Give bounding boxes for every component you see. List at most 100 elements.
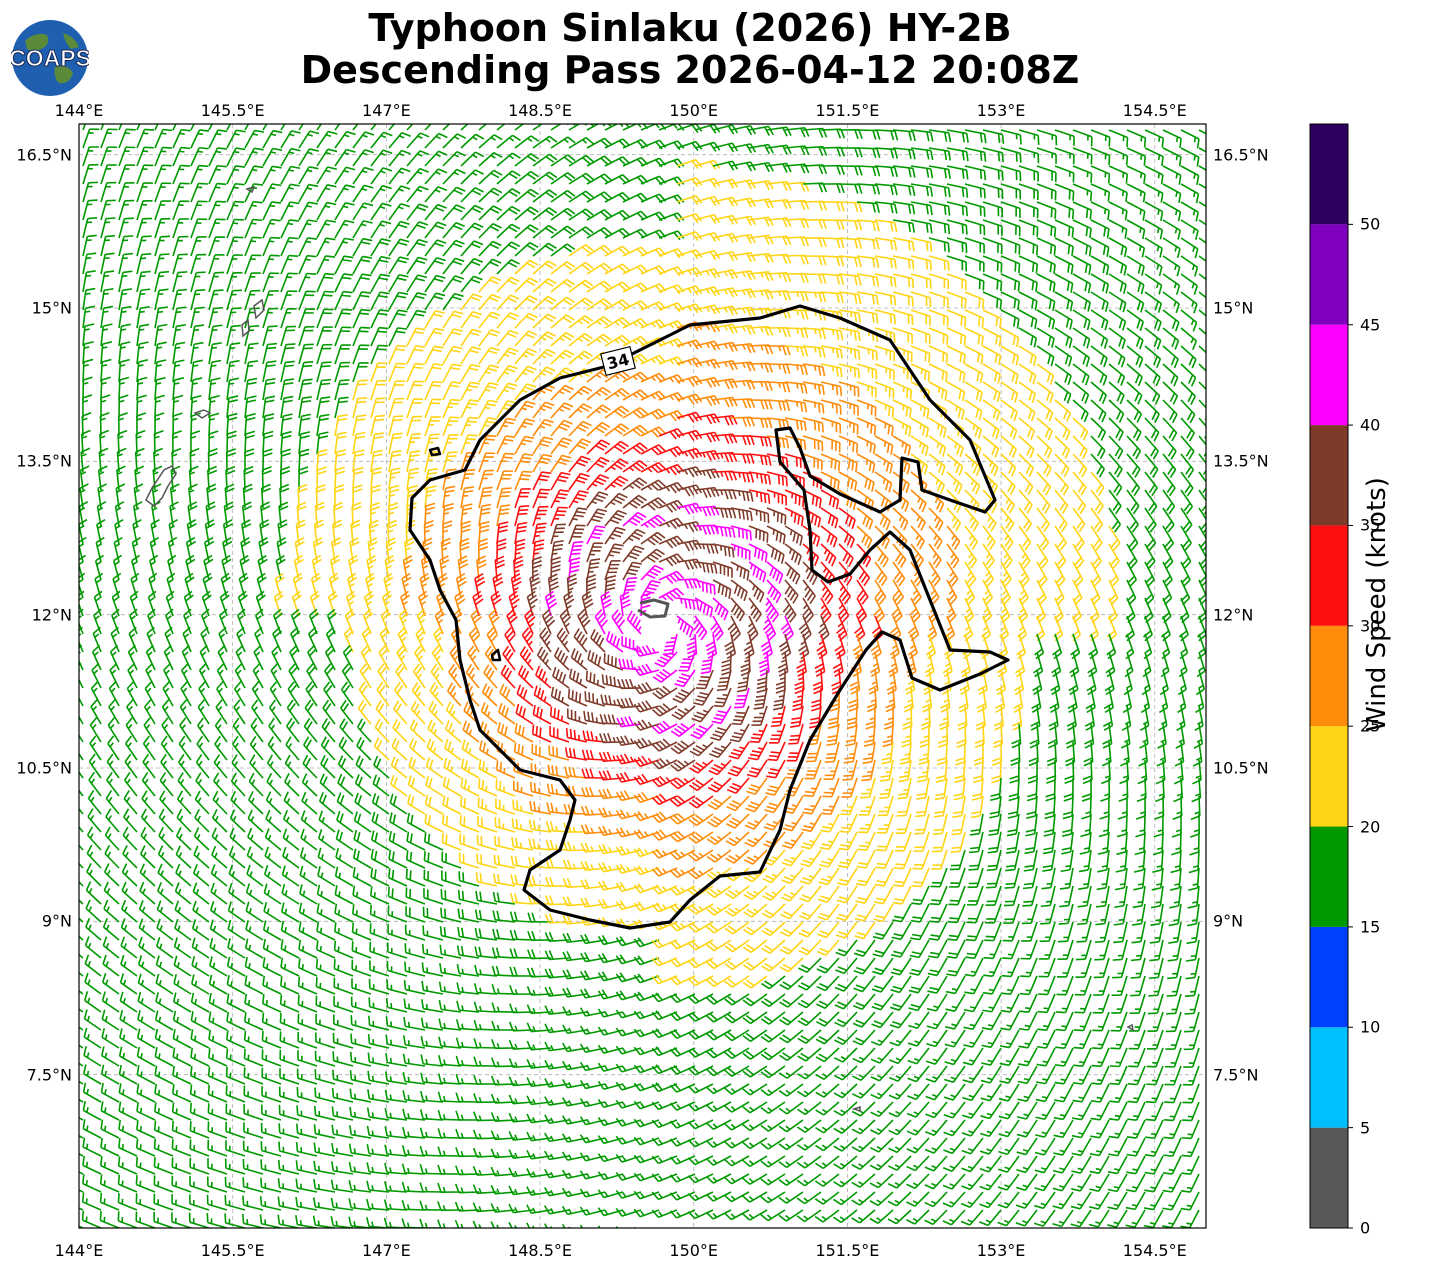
colorbar-tick-label: 40 [1360, 415, 1381, 435]
wind-barb [1000, 129, 1022, 145]
wind-barb [298, 124, 311, 131]
wind-barb [910, 165, 934, 179]
colorbar-bin [1310, 425, 1348, 526]
wind-barb [334, 124, 348, 131]
wind-barb [406, 132, 430, 149]
wind-barb [226, 129, 246, 149]
wind-barb [514, 135, 540, 149]
lon-tick-label: 147°E [362, 1241, 411, 1260]
wind-barb [1036, 165, 1057, 183]
lon-tick-label: 147°E [362, 101, 411, 120]
wind-barb [442, 133, 467, 149]
wind-barb [820, 183, 845, 194]
wind-barb [874, 147, 899, 159]
wind-barb [190, 164, 209, 185]
wind-barb [280, 147, 301, 167]
wind-barb [478, 124, 495, 131]
wind-barb [748, 180, 774, 191]
wind-barb [82, 181, 99, 203]
wind-barb [136, 128, 155, 149]
wind-barb [568, 124, 594, 131]
wind-barb [1018, 183, 1039, 200]
colorbar-bin [1310, 224, 1348, 325]
wind-barb [748, 125, 774, 136]
colorbar-bin [1310, 726, 1348, 827]
wind-barb [892, 183, 916, 197]
wind-barb [154, 182, 172, 203]
wind-barb [262, 124, 274, 131]
wind-barb [1000, 183, 1022, 200]
wind-barb [316, 184, 337, 203]
chart-title-line-2: Descending Pass 2026-04-12 20:08Z [300, 48, 1080, 92]
lon-tick-label: 154.5°E [1122, 1241, 1187, 1260]
wind-barb [388, 131, 411, 149]
wind-barb [838, 183, 863, 194]
wind-barb [1162, 129, 1182, 149]
wind-barb [280, 130, 301, 149]
wind-barb [154, 124, 164, 131]
wind-barb [136, 124, 146, 131]
colorbar-bin [1310, 324, 1348, 426]
wind-barb [190, 129, 210, 149]
wind-barb [262, 147, 283, 167]
lon-tick-label: 150°E [669, 1241, 719, 1260]
wind-barb [406, 150, 430, 167]
wind-barb [370, 124, 385, 131]
lat-tick-label-left: 16.5°N [16, 145, 72, 165]
wind-barb [514, 188, 539, 203]
wind-barb [532, 153, 558, 167]
lat-tick-label-right: 13.5°N [1213, 451, 1269, 471]
wind-barb [496, 152, 521, 167]
colorbar-bin [1310, 525, 1348, 626]
wind-barb [316, 124, 330, 131]
wind-barb [1180, 147, 1200, 167]
wind-barb [1144, 129, 1165, 148]
wind-barb [1198, 183, 1206, 195]
wind-barb [1072, 165, 1093, 183]
wind-barb [1090, 147, 1111, 165]
wind-barb [370, 131, 393, 149]
wind-barb [820, 164, 845, 175]
wind-barb [244, 124, 256, 131]
colorbar-bin [1310, 926, 1348, 1028]
wind-barb [928, 129, 952, 143]
colorbar-tick-label: 5 [1360, 1118, 1371, 1138]
wind-barb [172, 182, 190, 203]
wind-barb [154, 164, 172, 185]
wind-barb [190, 182, 208, 203]
wind-barb [118, 128, 136, 149]
wind-barb [874, 129, 899, 141]
wind-barb [172, 124, 183, 131]
wind-barb [442, 186, 466, 203]
lon-tick-label: 150°E [669, 101, 719, 120]
wind-barb [244, 147, 264, 167]
wind-barb [352, 166, 374, 185]
wind-barb [280, 124, 293, 131]
wind-barb [1144, 183, 1164, 203]
wind-barb [316, 148, 338, 167]
lat-tick-label-left: 9°N [41, 911, 72, 931]
wind-barb [442, 168, 466, 185]
wind-barbs [79, 124, 1206, 1228]
wind-barb [856, 183, 881, 195]
wind-barb [586, 137, 613, 149]
lon-tick-label: 151.5°E [815, 101, 880, 120]
wind-barb [478, 134, 503, 149]
wind-barb [766, 144, 792, 155]
wind-barb [496, 170, 521, 185]
wind-barb [424, 124, 440, 131]
wind-barb [568, 190, 594, 203]
wind-barb [982, 183, 1004, 199]
wind-barb [1126, 165, 1146, 185]
wind-barb [208, 147, 228, 167]
wind-barb [118, 124, 128, 131]
wind-barb [352, 184, 374, 203]
wind-barb [352, 124, 366, 131]
wind-barb [280, 165, 301, 185]
wind-barb [442, 150, 466, 167]
lat-tick-label-right: 9°N [1213, 911, 1244, 931]
wind-barb [946, 147, 969, 162]
wind-barb [172, 128, 191, 149]
wind-barb [820, 146, 846, 157]
wind-barb [244, 129, 265, 149]
